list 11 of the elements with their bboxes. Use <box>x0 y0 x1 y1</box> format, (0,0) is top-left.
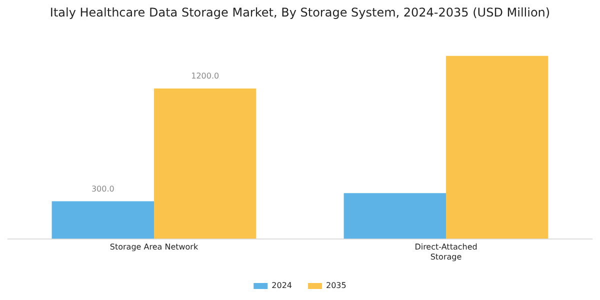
legend-label: 2035 <box>326 281 346 290</box>
data-label: 300.0 <box>91 184 114 194</box>
bar <box>154 88 256 239</box>
bar <box>344 193 446 239</box>
x-tick-label: Storage Area Network <box>110 242 198 252</box>
x-tick-label: Direct-Attached Storage <box>414 242 478 262</box>
legend-label: 2024 <box>272 281 292 290</box>
data-label: 1200.0 <box>191 72 220 81</box>
chart-title: Italy Healthcare Data Storage Market, By Storage System, 2024-2035 (USD Million) <box>50 5 550 20</box>
bar <box>446 56 548 239</box>
bar <box>52 201 154 239</box>
